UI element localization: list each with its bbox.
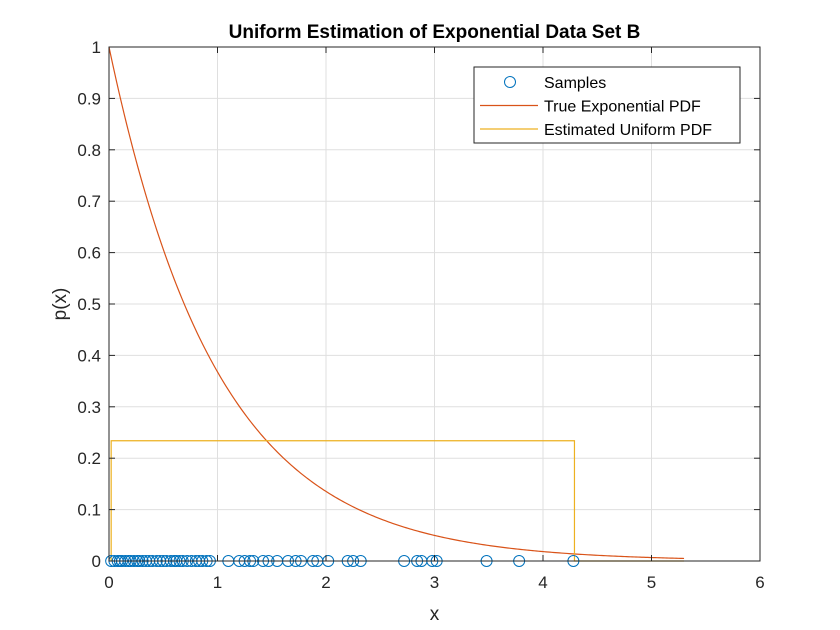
y-tick-label: 0.2 [77,449,101,468]
legend-label: Estimated Uniform PDF [544,122,712,139]
y-tick-label: 0.5 [77,295,101,314]
series-line-exponential [108,46,685,560]
legend-label: Samples [544,75,606,92]
series-line-uniform [110,440,685,562]
legend: Samples True Exponential PDF Estimated Uni… [473,66,741,144]
y-tick-label: 1 [92,38,101,57]
ticks: 0 1 2 3 4 5 6 0 0.1 0.2 0.3 0.4 0.5 0.6 0.7 0.8 0.9 1 [77,38,764,592]
x-tick-label: 6 [755,573,764,592]
y-tick-label: 0.8 [77,141,101,160]
x-tick-label: 1 [213,573,222,592]
y-tick-label: 0.4 [77,346,101,365]
y-tick-label: 0.1 [77,501,101,520]
y-tick-label: 0.3 [77,398,101,417]
x-tick-label: 0 [104,573,113,592]
y-tick-label: 0.6 [77,244,101,263]
x-tick-label: 4 [538,573,547,592]
x-axis-label: x [430,604,440,625]
y-tick-label: 0.7 [77,192,101,211]
chart-title: Uniform Estimation of Exponential Data S… [229,22,641,43]
y-tick-label: 0 [92,552,101,571]
legend-label: True Exponential PDF [544,99,701,116]
y-axis-label: p(x) [50,288,71,321]
x-tick-label: 2 [321,573,330,592]
legend-marker-samples [504,76,516,88]
x-tick-label: 3 [430,573,439,592]
x-tick-label: 5 [647,573,656,592]
y-tick-label: 0.9 [77,89,101,108]
